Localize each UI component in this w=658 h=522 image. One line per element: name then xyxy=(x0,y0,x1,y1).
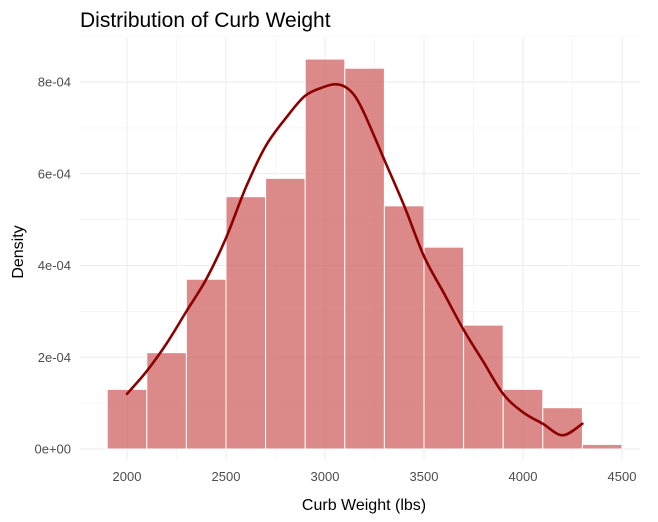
histogram-bar xyxy=(146,352,187,450)
y-tick-label: 8e-04 xyxy=(38,75,71,90)
histogram-bar xyxy=(225,196,267,450)
histogram-bar xyxy=(581,443,623,450)
histogram-bar xyxy=(304,58,346,450)
x-tick-label: 4500 xyxy=(608,469,637,484)
x-tick-label: 4000 xyxy=(509,469,538,484)
y-tick-label: 6e-04 xyxy=(38,166,71,181)
y-axis-title: Density xyxy=(10,225,27,278)
density-curve-layer xyxy=(125,82,584,437)
x-tick-label: 3500 xyxy=(410,469,439,484)
histogram-bar xyxy=(423,246,465,450)
density-curve xyxy=(125,82,584,437)
y-tick-label: 0e+00 xyxy=(34,442,71,457)
y-tick-label: 2e-04 xyxy=(38,350,71,365)
x-axis-tick-labels: 2000 2500 3000 3500 4000 4500 xyxy=(113,469,637,484)
x-tick-label: 2500 xyxy=(212,469,241,484)
y-axis-tick-labels: 0e+00 2e-04 4e-04 6e-04 8e-04 xyxy=(34,75,71,457)
histogram-bar xyxy=(265,177,306,450)
histogram-bar xyxy=(106,388,148,450)
histogram-bar xyxy=(463,324,504,450)
histogram-bar xyxy=(185,278,227,450)
chart-title: Distribution of Curb Weight xyxy=(80,9,331,32)
x-axis-title: Curb Weight (lbs) xyxy=(302,497,426,514)
y-tick-label: 4e-04 xyxy=(38,258,71,273)
histogram-bars xyxy=(106,58,623,450)
histogram-bar xyxy=(344,67,385,450)
x-tick-label: 3000 xyxy=(311,469,340,484)
x-tick-label: 2000 xyxy=(113,469,142,484)
